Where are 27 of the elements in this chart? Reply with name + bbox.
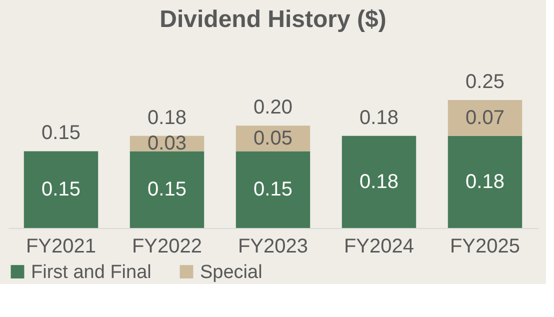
total-label: 0.15 [42, 122, 80, 144]
bar [448, 136, 522, 228]
data-label: 0.15 [42, 178, 80, 201]
total-label: 0.20 [254, 96, 292, 119]
data-label: 0.15 [254, 178, 292, 201]
x-tick-label: FY2021 [26, 236, 96, 258]
bar [236, 151, 310, 228]
total-label: 0.18 [148, 106, 186, 129]
chart-title: Dividend History ($) [160, 6, 386, 33]
bar [24, 151, 98, 228]
bar [130, 151, 204, 228]
total-label: 0.25 [466, 71, 504, 93]
data-label: 0.07 [466, 106, 504, 129]
x-tick-label: FY2022 [132, 236, 202, 258]
legend-label: Special [200, 262, 262, 283]
x-tick-label: FY2025 [450, 236, 520, 258]
data-label: 0.05 [254, 127, 292, 150]
data-label: 0.18 [466, 170, 504, 193]
x-tick-label: FY2023 [238, 236, 308, 258]
bar [448, 100, 522, 136]
data-label: 0.03 [148, 132, 186, 155]
bar [342, 136, 416, 228]
legend-label: First and Final [31, 262, 152, 283]
data-label: 0.15 [148, 178, 186, 201]
x-tick-label: FY2024 [344, 236, 414, 258]
total-label: 0.18 [360, 106, 398, 129]
data-label: 0.18 [360, 170, 398, 193]
